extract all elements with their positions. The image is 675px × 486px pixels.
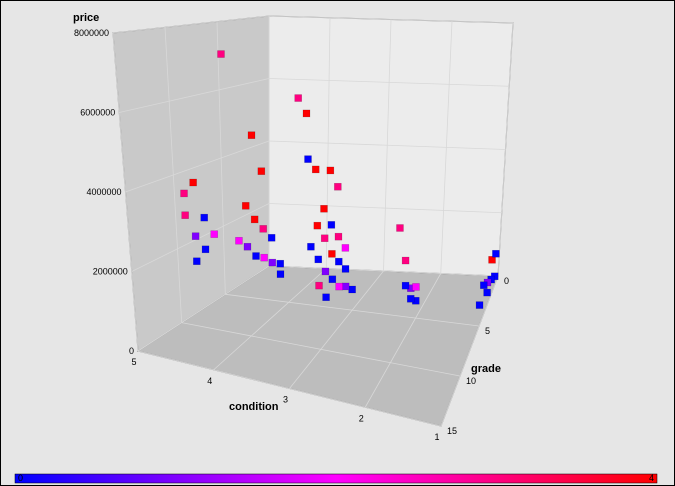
- grid-line: [131, 203, 270, 272]
- z-tick-label: 4000000: [86, 187, 121, 197]
- data-point: [241, 202, 250, 210]
- z-tick-label: 2000000: [93, 267, 128, 277]
- grid-line: [181, 322, 461, 377]
- data-point: [201, 245, 210, 254]
- grid-line: [364, 273, 442, 408]
- grid-line: [268, 265, 499, 277]
- x-tick-label: 2: [359, 413, 364, 423]
- grid-line: [213, 268, 327, 371]
- y-axis-title: grade: [471, 363, 501, 375]
- z-tick-label: 0: [129, 346, 134, 356]
- data-point: [328, 275, 337, 284]
- grid-line: [119, 78, 270, 113]
- colorbar-tick-label: 4: [649, 473, 654, 483]
- data-point: [334, 232, 343, 241]
- data-point: [488, 256, 496, 264]
- x-tick-label: 1: [434, 432, 439, 442]
- grid-line: [112, 32, 139, 352]
- data-point: [181, 211, 189, 219]
- data-point: [217, 50, 225, 58]
- data-point: [193, 257, 201, 265]
- y-tick-label: 15: [447, 426, 457, 436]
- data-point: [335, 282, 343, 291]
- data-point: [304, 155, 312, 163]
- data-point: [294, 94, 302, 102]
- data-point: [307, 242, 315, 251]
- data-point: [475, 301, 484, 309]
- grid-line: [440, 275, 499, 427]
- data-point: [322, 293, 330, 301]
- grid-line: [137, 350, 442, 427]
- data-point: [314, 255, 323, 264]
- data-point: [210, 230, 218, 238]
- y-tick-label: 0: [504, 276, 509, 286]
- data-point: [313, 221, 322, 230]
- data-point: [268, 258, 277, 267]
- data-point: [235, 236, 243, 245]
- data-point: [276, 270, 285, 278]
- data-point: [260, 253, 268, 262]
- data-point: [321, 267, 330, 276]
- data-point: [335, 257, 343, 266]
- grid-line: [137, 265, 270, 352]
- z-tick-label: 6000000: [80, 108, 115, 118]
- data-point: [483, 288, 491, 297]
- data-point: [328, 250, 336, 258]
- z-tick-label: 8000000: [74, 28, 109, 38]
- x-tick-label: 4: [207, 376, 212, 386]
- x-axis-title: condition: [229, 401, 279, 413]
- data-point: [250, 215, 259, 224]
- data-point: [257, 167, 266, 175]
- grid-line: [216, 21, 226, 295]
- data-point: [480, 281, 488, 289]
- data-point: [320, 205, 328, 213]
- data-point: [401, 256, 410, 265]
- data-point: [348, 285, 356, 294]
- data-point: [302, 109, 311, 118]
- grid-line: [125, 140, 270, 193]
- data-point: [327, 221, 336, 229]
- grid-line: [325, 17, 331, 269]
- colorbar: [14, 473, 658, 484]
- grid-line: [497, 22, 514, 277]
- grid-line: [164, 27, 183, 323]
- data-point: [276, 259, 285, 268]
- data-point: [341, 244, 350, 252]
- data-point: [200, 213, 208, 222]
- data-point: [320, 234, 329, 242]
- data-point: [341, 282, 350, 291]
- data-point: [180, 189, 188, 198]
- grid-line: [112, 15, 270, 34]
- data-point: [406, 295, 415, 303]
- x-tick-label: 3: [283, 395, 288, 405]
- data-point: [334, 182, 342, 191]
- y-tick-label: 5: [485, 326, 490, 336]
- data-point: [412, 283, 420, 291]
- grid-line: [383, 19, 392, 272]
- data-point: [401, 281, 410, 290]
- data-point: [267, 234, 276, 242]
- colorbar-tick-label: 0: [18, 473, 23, 483]
- data-point: [189, 178, 197, 187]
- data-point: [311, 165, 320, 174]
- data-point: [492, 249, 500, 258]
- data-point: [315, 281, 323, 290]
- grid-line: [440, 21, 453, 274]
- back-wall: [268, 15, 514, 277]
- data-point: [252, 252, 260, 260]
- grid-line: [289, 270, 384, 389]
- grid-line: [225, 293, 480, 327]
- data-point: [191, 232, 200, 240]
- data-point: [259, 225, 267, 233]
- data-point: [243, 242, 252, 251]
- z-axis-title: price: [73, 12, 99, 24]
- data-point: [396, 224, 404, 232]
- y-tick-label: 10: [466, 376, 476, 386]
- data-point: [341, 265, 350, 273]
- data-point: [326, 166, 335, 175]
- data-point: [247, 131, 256, 139]
- x-tick-label: 5: [131, 357, 136, 367]
